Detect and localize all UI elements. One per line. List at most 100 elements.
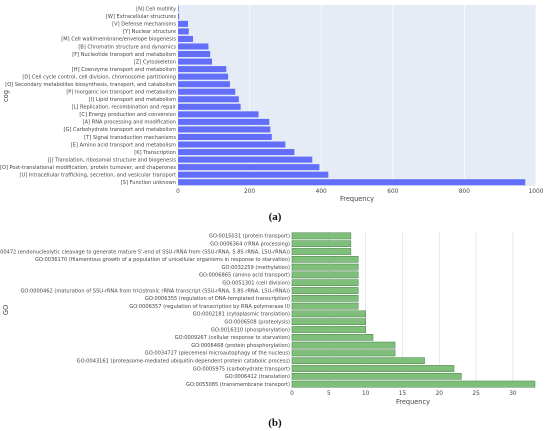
category-label: [E] Amino acid transport and metabolism — [71, 142, 176, 148]
category-label: GO:0002181 (cytoplasmic translation) — [193, 312, 290, 318]
bars-go — [291, 232, 536, 388]
bar — [291, 255, 359, 263]
bar — [291, 341, 396, 349]
bar — [178, 28, 189, 35]
bar — [291, 326, 366, 333]
y-axis-label-go: GO — [2, 305, 10, 315]
x-tick-label: 15 — [399, 391, 407, 397]
category-label: [T] Signal transduction mechanisms — [84, 135, 176, 141]
category-label: [Z] Cytoskeleton — [134, 59, 176, 65]
category-label: GO:0000472 (endonucleolytic cleavage to … — [0, 249, 290, 255]
category-label: GO:0006357 (regulation of transcription … — [129, 304, 290, 310]
x-tick-label: 400 — [316, 189, 327, 195]
category-label: GO:0043161 (proteasome-mediated ubiquiti… — [77, 359, 290, 365]
category-label: GO:0006364 (rRNA processing) — [210, 242, 290, 248]
category-label: [B] Chromatin structure and dynamics — [78, 44, 176, 50]
bar — [291, 333, 374, 341]
category-label: GO:0000462 (maturation of SSU-rRNA from … — [20, 288, 290, 294]
bar — [178, 5, 179, 12]
category-label: GO:0006468 (protein phosphorylation) — [191, 343, 290, 349]
bar — [178, 171, 329, 178]
bar — [178, 13, 180, 20]
bar — [178, 149, 295, 156]
bar — [178, 118, 270, 125]
x-axis-label-go: Frequency — [396, 398, 430, 406]
plot-background-go — [292, 232, 535, 388]
category-label: [D] Cell cycle control, cell division, c… — [22, 74, 176, 80]
bar — [291, 380, 536, 388]
x-tick-label: 10 — [362, 391, 370, 397]
category-label: GO:0006865 (amino acid transport) — [199, 273, 290, 279]
x-axis-label-cog: Frequency — [340, 195, 374, 203]
plot-background-cog — [178, 5, 536, 186]
chart-cog: [N] Cell motility[W] Extracellular struc… — [0, 5, 544, 223]
category-label: GO:0051301 (cell division) — [222, 281, 290, 287]
bar — [178, 164, 320, 171]
bar — [178, 20, 189, 27]
category-label: [O] Post-translational modification, pro… — [0, 165, 176, 171]
bar — [291, 310, 366, 318]
category-label: GO:0005975 (carbohydrate transport) — [193, 366, 290, 372]
bar — [291, 232, 352, 240]
category-label: [S] Function unknown — [121, 180, 176, 186]
bar — [291, 365, 455, 372]
x-tick-label: 600 — [387, 189, 398, 195]
x-tick-label: 200 — [244, 189, 255, 195]
bar — [178, 73, 229, 80]
chart-go: GO:0015031 (protein transport) GO:0006364… — [0, 232, 536, 429]
category-label: [M] Cell wall/membrane/envelope biogenes… — [61, 37, 176, 43]
category-label: [G] Carbohydrate transport and metabolis… — [64, 127, 177, 133]
gridlines-cog — [177, 5, 537, 186]
bar — [178, 133, 272, 140]
bar — [291, 248, 352, 255]
x-tick-label: 20 — [436, 391, 444, 397]
bar — [291, 349, 396, 357]
category-label: GO:0006412 (translation) — [225, 374, 290, 380]
bar — [178, 81, 230, 88]
category-label: [L] Replication, recombination and repai… — [72, 105, 177, 111]
bar — [291, 287, 359, 294]
x-tick-label: 30 — [509, 391, 517, 397]
category-label: GO:0009267 (cellular response to starvat… — [175, 335, 290, 341]
bar — [291, 279, 359, 287]
category-label: GO:0036170 (filamentous growth of a popu… — [35, 257, 290, 263]
x-tick-label: 0 — [290, 391, 294, 397]
x-ticks-cog: 0 200 400 600 800 1000 — [176, 189, 544, 195]
bar — [178, 103, 241, 110]
x-ticks-go: 0 5 10 15 20 25 30 — [290, 391, 517, 397]
bar — [178, 88, 236, 95]
category-label: [N] Cell motility — [136, 7, 176, 13]
bar — [178, 111, 259, 118]
x-tick-label: 0 — [176, 189, 180, 195]
bar — [291, 263, 359, 271]
category-label: [J] Translation, ribosomal structure and… — [48, 157, 176, 163]
category-label: [A] RNA processing and modification — [83, 120, 176, 126]
bar — [178, 126, 271, 133]
bar — [178, 96, 239, 103]
bars-cog — [178, 5, 526, 186]
bar — [291, 302, 359, 310]
category-label: [H] Coenzyme transport and metabolism — [72, 67, 176, 73]
category-label: [I] Lipid transport and metabolism — [89, 97, 176, 103]
category-label: [P] Inorganic ion transport and metaboli… — [66, 90, 176, 96]
category-label: [K] Transcription — [134, 150, 176, 156]
category-label: [Y] Nuclear structure — [123, 29, 176, 35]
category-label: GO:0006355 (regulation of DNA-templated … — [145, 296, 290, 302]
panel-label-b: (b) — [268, 417, 282, 429]
category-labels-cog: [N] Cell motility[W] Extracellular struc… — [0, 7, 177, 186]
x-tick-label: 800 — [459, 189, 470, 195]
category-label: [F] Nucleotide transport and metabolism — [72, 52, 176, 58]
x-tick-label: 5 — [327, 391, 331, 397]
category-label: GO:0055085 (transmembrane transport) — [186, 382, 290, 388]
category-label: GO:0034727 (piecemeal microautophagy of … — [145, 351, 290, 357]
bar — [291, 271, 359, 279]
bar — [178, 51, 211, 58]
bar — [178, 58, 213, 65]
category-label: [C] Energy production and conversion — [79, 112, 176, 118]
bar — [178, 156, 313, 163]
bar — [178, 35, 194, 42]
category-label: [Q] Secondary metabolites biosynthesis, … — [5, 82, 176, 88]
category-label: GO:0016310 (phosphorylation) — [211, 327, 290, 333]
bar — [178, 179, 526, 186]
